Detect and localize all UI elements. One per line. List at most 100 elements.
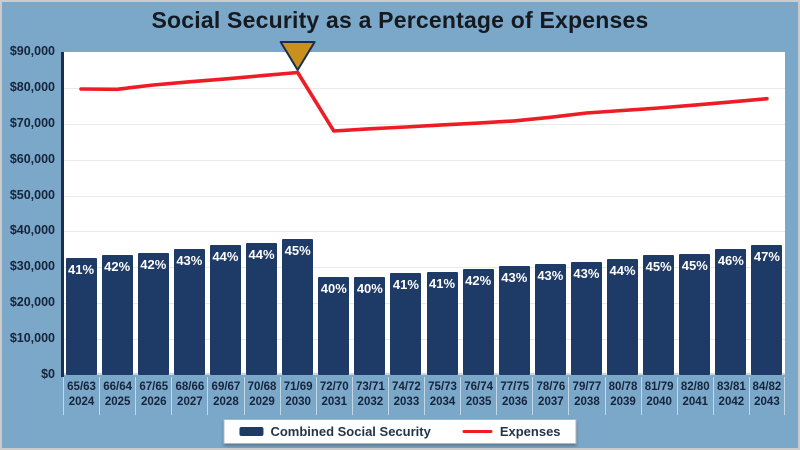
x-tick-ages-label: 79/77 xyxy=(572,381,602,393)
x-tick-ages-label: 71/69 xyxy=(283,381,313,393)
bar-percent-label: 45% xyxy=(681,257,708,273)
x-tick-2026: 67/65 2026 xyxy=(135,377,171,415)
bar-percent-label: 45% xyxy=(284,242,311,258)
y-tick-label: $0 xyxy=(41,367,55,381)
gridline xyxy=(63,195,785,197)
legend-label: Combined Social Security xyxy=(270,424,431,439)
y-tick-label: $40,000 xyxy=(9,223,55,238)
bar-2024: 41% xyxy=(65,257,97,375)
y-tick-label: $30,000 xyxy=(9,259,55,274)
x-tick-year-label: 2025 xyxy=(104,396,131,408)
bar-percent-label: 44% xyxy=(609,262,636,278)
y-tick-label: $50,000 xyxy=(9,187,55,202)
x-tick-ages-label: 66/64 xyxy=(103,381,133,393)
bar-percent-label: 44% xyxy=(212,248,239,264)
x-tick-year-label: 2043 xyxy=(754,396,780,408)
legend-item-combined-social-security: Combined Social Security xyxy=(239,424,431,439)
x-tick-year-label: 2038 xyxy=(574,396,600,408)
x-tick-2041: 82/80 2041 xyxy=(676,377,713,415)
y-tick-label: $90,000 xyxy=(9,44,55,58)
bar-percent-label: 43% xyxy=(573,266,600,282)
x-tick-ages-label: 72/70 xyxy=(319,381,349,393)
bar-percent-label: 41% xyxy=(429,276,456,292)
x-tick-2037: 78/76 2037 xyxy=(532,377,568,415)
y-tick-label: $80,000 xyxy=(9,79,55,94)
gridline xyxy=(63,231,785,233)
x-tick-2043: 84/82 2043 xyxy=(748,377,785,415)
x-tick-year-label: 2026 xyxy=(140,396,167,408)
gridline xyxy=(63,303,785,305)
bar-percent-label: 43% xyxy=(501,269,528,285)
bar-2026: 42% xyxy=(137,253,169,375)
x-tick-2036: 77/75 2036 xyxy=(496,377,532,415)
x-tick-year-label: 2034 xyxy=(429,396,456,408)
x-tick-2033: 74/72 2033 xyxy=(387,377,424,415)
x-tick-year-label: 2042 xyxy=(718,396,745,408)
x-tick-ages-label: 67/65 xyxy=(139,381,169,393)
x-tick-year-label: 2024 xyxy=(68,396,95,408)
gridline xyxy=(63,123,785,125)
x-tick-year-label: 2029 xyxy=(249,396,275,408)
x-tick-year-label: 2032 xyxy=(357,396,384,408)
bar-percent-label: 42% xyxy=(140,257,167,273)
x-tick-2032: 73/71 2032 xyxy=(351,377,388,415)
bar-percent-label: 40% xyxy=(356,280,383,296)
bar-percent-label: 45% xyxy=(645,258,672,274)
bar-2042: 46% xyxy=(715,249,747,375)
x-tick-ages-label: 68/66 xyxy=(175,381,205,393)
x-tick-2028: 69/67 2028 xyxy=(207,377,243,415)
bar-percent-label: 40% xyxy=(320,281,347,297)
x-tick-year-label: 2030 xyxy=(285,396,311,408)
x-tick-ages-label: 76/74 xyxy=(464,381,494,393)
bar-2025: 42% xyxy=(101,255,133,375)
bar-percent-label: 46% xyxy=(717,253,744,269)
x-tick-ages-label: 74/72 xyxy=(392,381,421,393)
x-tick-year-label: 2027 xyxy=(177,396,203,408)
y-tick-label: $60,000 xyxy=(9,151,55,166)
bar-percent-label: 44% xyxy=(248,247,275,263)
bar-percent-label: 41% xyxy=(392,277,419,293)
bar-2031: 40% xyxy=(318,277,350,375)
x-tick-2039: 80/78 2039 xyxy=(604,377,641,415)
x-tick-ages-label: 65/63 xyxy=(67,381,96,393)
x-tick-year-label: 2033 xyxy=(393,396,420,408)
bar-2039: 44% xyxy=(607,258,639,375)
x-tick-ages-label: 81/79 xyxy=(644,381,674,393)
legend-item-expenses: Expenses xyxy=(462,424,561,439)
x-tick-ages-label: 77/75 xyxy=(500,381,530,393)
bar-percent-label: 42% xyxy=(465,273,492,289)
bar-2035: 42% xyxy=(462,269,494,375)
x-tick-2035: 76/74 2035 xyxy=(460,377,496,415)
gridline xyxy=(63,87,785,89)
x-tick-2029: 70/68 2029 xyxy=(243,377,280,415)
bar-2027: 43% xyxy=(173,249,205,375)
y-tick-label: $10,000 xyxy=(9,331,55,346)
x-tick-2040: 81/79 2040 xyxy=(640,377,677,415)
x-tick-2024: 65/63 2024 xyxy=(63,377,99,415)
x-tick-ages-label: 80/78 xyxy=(608,381,638,393)
bar-2036: 43% xyxy=(498,265,530,375)
line-swatch-icon xyxy=(462,429,493,434)
bar-percent-label: 42% xyxy=(104,259,131,275)
bar-percent-label: 43% xyxy=(537,268,564,284)
x-tick-2030: 71/69 2030 xyxy=(279,377,316,415)
bar-2038: 43% xyxy=(570,262,602,375)
bar-2030: 45% xyxy=(282,238,314,375)
x-tick-year-label: 2040 xyxy=(646,396,672,408)
bar-2034: 41% xyxy=(426,272,458,375)
bar-2040: 45% xyxy=(643,254,675,375)
bar-2032: 40% xyxy=(354,276,386,375)
x-tick-year-label: 2041 xyxy=(682,396,709,408)
x-tick-ages-label: 73/71 xyxy=(355,381,385,393)
chart-title: Social Security as a Percentage of Expen… xyxy=(151,7,649,33)
x-tick-year-label: 2035 xyxy=(465,396,492,408)
x-tick-2027: 68/66 2027 xyxy=(171,377,207,415)
x-tick-ages-label: 78/76 xyxy=(536,381,566,393)
x-tick-ages-label: 84/82 xyxy=(752,381,782,393)
gridline xyxy=(63,267,785,269)
gridline xyxy=(63,339,785,341)
x-tick-year-label: 2036 xyxy=(501,396,528,408)
x-tick-year-label: 2028 xyxy=(213,396,239,408)
bar-2037: 43% xyxy=(534,264,566,375)
bar-2028: 44% xyxy=(209,244,241,375)
